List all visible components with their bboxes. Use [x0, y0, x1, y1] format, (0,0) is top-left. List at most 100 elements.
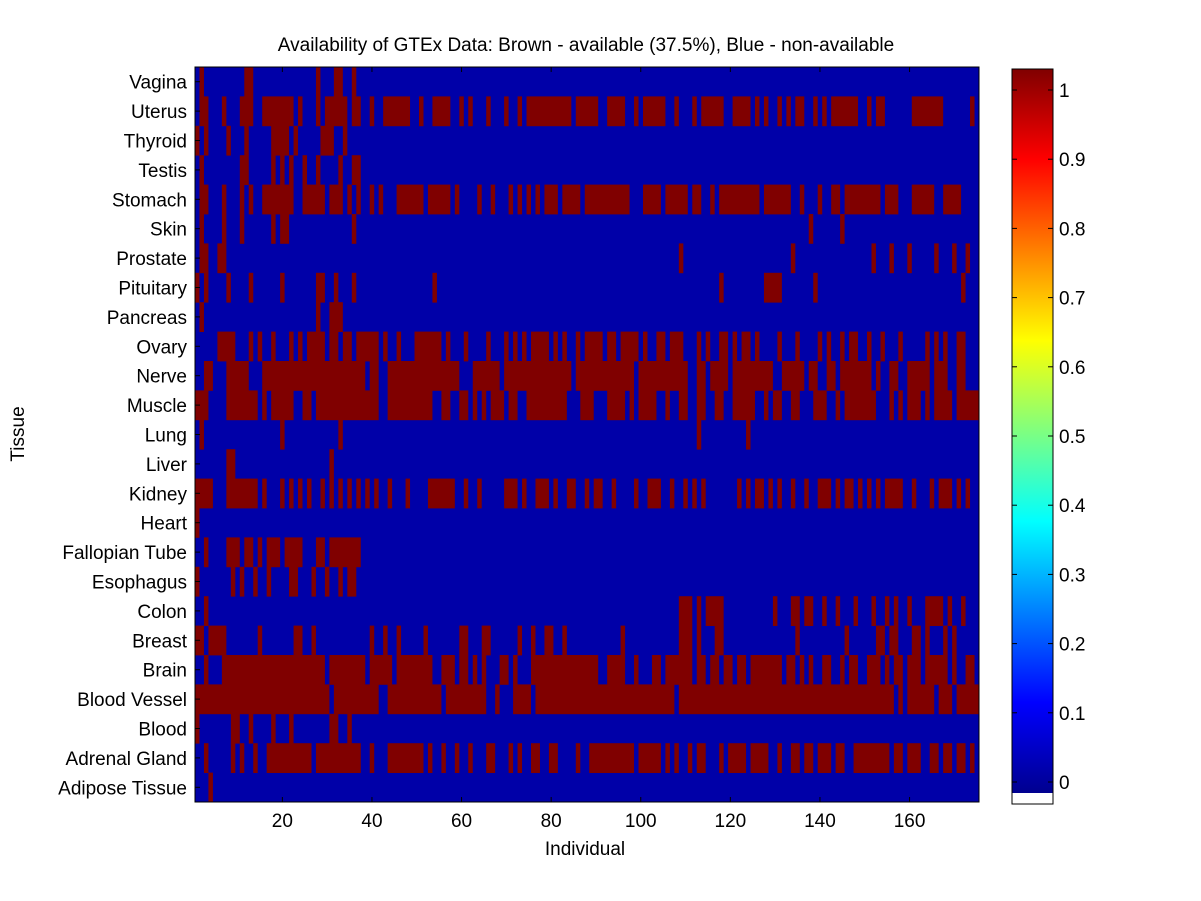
available-cell-nerve — [840, 361, 872, 391]
available-cell-brain — [786, 655, 796, 685]
available-cell-ovary — [795, 331, 800, 362]
y-tick-label: Kidney — [129, 484, 188, 505]
available-cell-thyroid — [271, 125, 290, 156]
available-cell-uterus — [795, 96, 805, 127]
y-tick-label: Fallopian Tube — [62, 543, 187, 564]
available-cell-thyroid — [293, 125, 299, 156]
available-cell-breast — [562, 625, 567, 656]
available-cell-muscle — [889, 390, 894, 421]
available-cell-colon — [822, 596, 827, 626]
available-cell-uterus — [786, 96, 791, 127]
available-cell-nerve — [575, 361, 635, 391]
available-cell-nerve — [907, 361, 930, 391]
available-cell-ovary — [486, 331, 491, 362]
available-cell-muscle — [472, 390, 478, 421]
available-cell-adrenal-gland — [369, 743, 375, 773]
available-cell-kidney — [463, 478, 469, 509]
colorbar-white-band — [1012, 793, 1053, 804]
available-cell-ovary — [607, 331, 617, 362]
available-cell-brain — [723, 655, 733, 685]
available-cell-uterus — [432, 96, 451, 127]
available-cell-kidney — [365, 478, 370, 509]
available-cell-blood-vessel — [678, 684, 894, 715]
available-cell-kidney — [692, 478, 697, 509]
available-cell-pituitary — [961, 272, 966, 303]
available-cell-breast — [714, 625, 724, 656]
available-cell-muscle — [508, 390, 518, 421]
available-cell-thyroid — [244, 125, 249, 156]
available-cell-brain — [651, 655, 661, 685]
available-cell-blood-vessel — [195, 684, 330, 715]
y-tick-label: Muscle — [127, 396, 187, 417]
available-cell-uterus — [777, 96, 782, 127]
available-cell-thyroid — [226, 125, 231, 156]
available-cell-colon — [696, 596, 702, 626]
available-cell-adrenal-gland — [956, 743, 966, 773]
available-cell-ovary — [943, 331, 948, 362]
y-tick-label: Colon — [137, 602, 187, 623]
available-cell-kidney — [611, 478, 617, 509]
available-cell-muscle — [490, 390, 505, 421]
colorbar-tick-label: 0.7 — [1059, 289, 1085, 310]
available-cell-adrenal-gland — [719, 743, 724, 773]
available-cell-uterus — [459, 96, 464, 127]
available-cell-kidney — [956, 478, 962, 509]
available-cell-muscle — [844, 390, 876, 421]
available-cell-kidney — [884, 478, 903, 509]
available-cell-brain — [329, 655, 366, 685]
available-cell-stomach — [239, 184, 245, 215]
available-cell-breast — [844, 625, 850, 656]
available-cell-kidney — [634, 478, 639, 509]
available-cell-ovary — [880, 331, 885, 362]
x-tick-label: 60 — [451, 811, 472, 832]
available-cell-ovary — [248, 331, 254, 362]
available-cell-breast — [396, 625, 402, 656]
available-cell-ovary — [669, 331, 684, 362]
available-cell-kidney — [835, 478, 841, 509]
y-tick-label: Esophagus — [92, 573, 187, 594]
available-cell-brain — [849, 655, 859, 685]
available-cell-prostate — [199, 243, 209, 274]
available-cell-kidney — [929, 478, 935, 509]
available-cell-colon — [961, 596, 966, 626]
available-cell-uterus — [732, 96, 751, 127]
available-cell-kidney — [911, 478, 917, 509]
heatmap-cells — [195, 67, 979, 803]
available-cell-uterus — [262, 96, 294, 127]
available-cell-adrenal-gland — [531, 743, 540, 773]
available-cell-ovary — [867, 331, 872, 362]
available-cell-kidney — [262, 478, 267, 509]
available-cell-ovary — [934, 331, 939, 362]
y-axis-label: Tissue — [8, 406, 29, 461]
available-cell-brain — [634, 655, 639, 685]
available-cell-nerve — [889, 361, 899, 391]
available-cell-prostate — [934, 243, 939, 274]
available-cell-blood-vessel — [445, 684, 487, 715]
available-cell-skin — [271, 214, 276, 244]
available-cell-kidney — [298, 478, 303, 509]
available-cell-muscle — [459, 390, 469, 421]
available-cell-kidney — [938, 478, 953, 509]
available-cell-breast — [889, 625, 899, 656]
y-tick-label: Liver — [146, 455, 188, 476]
available-cell-uterus — [867, 96, 872, 127]
available-cell-vagina — [351, 67, 357, 97]
available-cell-adrenal-gland — [441, 743, 446, 773]
available-cell-stomach — [454, 184, 460, 215]
colorbar-tick-label: 0.3 — [1059, 565, 1085, 586]
available-cell-uterus — [504, 96, 509, 127]
available-cell-adrenal-gland — [508, 743, 514, 773]
colorbar-tick-label: 0.8 — [1059, 219, 1085, 240]
available-cell-pituitary — [226, 272, 231, 303]
available-cell-adrenal-gland — [468, 743, 473, 773]
available-cell-ovary — [356, 331, 379, 362]
available-cell-adrenal-gland — [266, 743, 312, 773]
available-cell-stomach — [302, 184, 325, 215]
available-cell-esophagus — [289, 566, 299, 597]
available-cell-adrenal-gland — [907, 743, 921, 773]
available-cell-ovary — [840, 331, 845, 362]
available-cell-pituitary — [813, 272, 818, 303]
available-cell-prostate — [871, 243, 876, 274]
available-cell-nerve — [732, 361, 773, 391]
